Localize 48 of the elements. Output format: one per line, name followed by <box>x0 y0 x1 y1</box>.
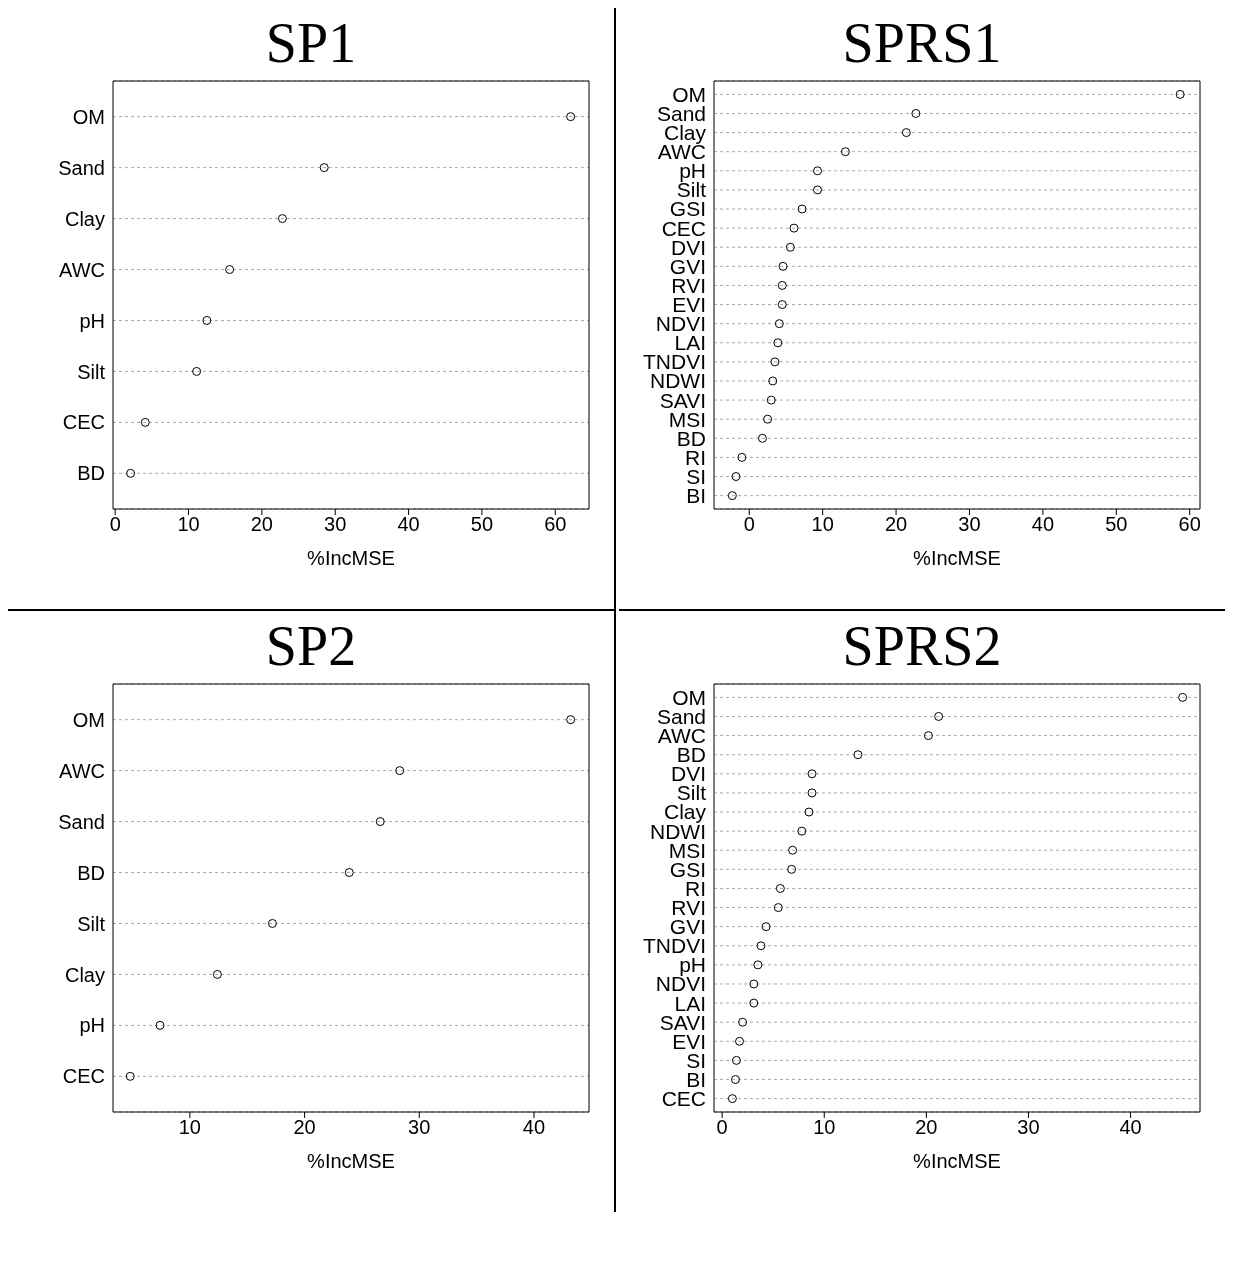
y-tick-label: Sand <box>58 156 105 179</box>
y-tick-label: AWC <box>59 258 105 281</box>
chart-title: SP2 <box>264 615 358 677</box>
y-tick-label: OM <box>72 708 105 731</box>
x-axis-title: %IncMSE <box>307 547 395 569</box>
x-tick-label: 0 <box>716 1116 728 1139</box>
chart-title: SPRS1 <box>841 12 1003 74</box>
chart-title: SPRS2 <box>841 615 1003 677</box>
y-tick-label: CEC <box>62 1065 105 1088</box>
x-tick-label: 30 <box>1017 1116 1040 1139</box>
y-tick-label: CEC <box>62 411 105 434</box>
x-tick-label: 40 <box>397 513 420 536</box>
y-tick-label: Sand <box>58 810 105 833</box>
y-tick-label: Silt <box>77 360 106 383</box>
x-tick-label: 20 <box>884 513 908 536</box>
x-axis-title: %IncMSE <box>913 547 1001 569</box>
x-tick-label: 10 <box>813 1116 836 1139</box>
x-tick-label: 20 <box>250 513 274 536</box>
y-tick-label: pH <box>79 1014 105 1037</box>
x-tick-label: 10 <box>811 513 834 536</box>
x-tick-label: 20 <box>293 1116 316 1139</box>
x-tick-label: 40 <box>1119 1116 1142 1139</box>
x-tick-label: 50 <box>470 513 494 536</box>
y-tick-label: AWC <box>59 759 105 782</box>
x-tick-label: 30 <box>958 513 981 536</box>
x-tick-label: 20 <box>915 1116 938 1139</box>
y-tick-label: pH <box>79 309 105 332</box>
chart-title: SP1 <box>264 12 358 74</box>
x-axis-title: %IncMSE <box>307 1150 395 1172</box>
y-tick-label: OM <box>72 105 105 128</box>
y-tick-label: Silt <box>77 912 106 935</box>
x-tick-label: 40 <box>1031 513 1055 536</box>
x-tick-label: 30 <box>408 1116 431 1139</box>
x-tick-label: 10 <box>177 513 200 536</box>
x-tick-label: 0 <box>109 513 121 536</box>
x-tick-label: 30 <box>324 513 347 536</box>
x-tick-label: 60 <box>1178 513 1201 536</box>
y-tick-label: BD <box>77 462 105 485</box>
x-tick-label: 60 <box>544 513 567 536</box>
x-tick-label: 40 <box>522 1116 546 1139</box>
x-tick-label: 10 <box>178 1116 201 1139</box>
x-axis-title: %IncMSE <box>913 1150 1001 1172</box>
y-tick-label: BD <box>77 861 105 884</box>
x-tick-label: 50 <box>1105 513 1128 536</box>
y-tick-label: Clay <box>64 963 105 986</box>
x-tick-label: 0 <box>743 513 755 536</box>
y-tick-label: pH <box>679 159 706 183</box>
y-tick-label: Clay <box>64 207 105 230</box>
